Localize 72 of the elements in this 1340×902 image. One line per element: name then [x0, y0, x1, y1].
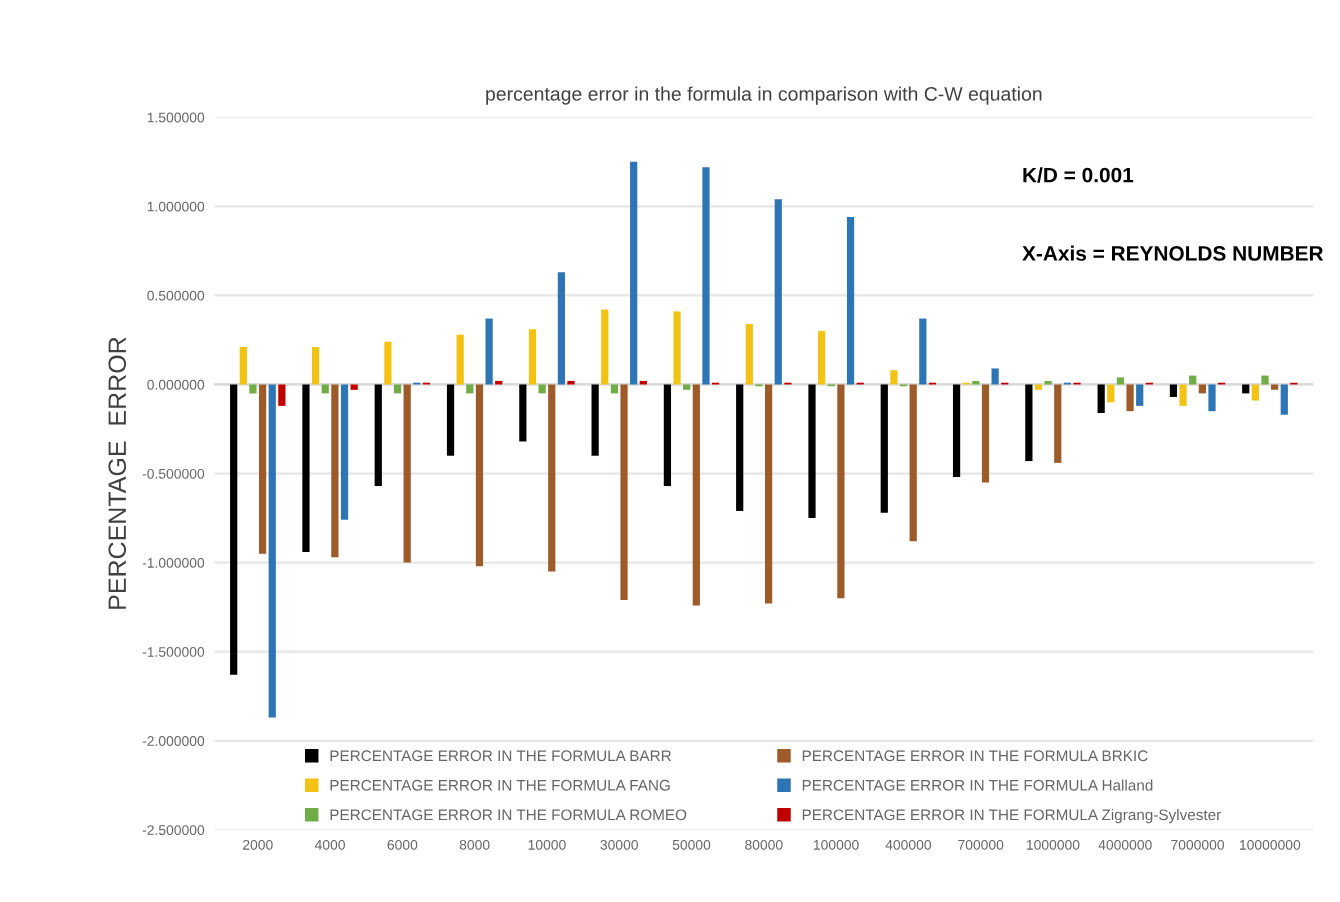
bar	[630, 161, 638, 385]
bar	[331, 384, 339, 558]
bar	[311, 347, 320, 385]
bar	[1126, 384, 1134, 412]
bar	[952, 384, 961, 478]
bar	[278, 384, 286, 406]
bar	[837, 384, 845, 599]
bar	[548, 384, 556, 572]
bar	[374, 384, 382, 487]
bar	[393, 384, 402, 394]
bar	[991, 368, 999, 385]
bar	[909, 384, 917, 542]
bar	[403, 384, 411, 563]
annotation: K/D = 0.001	[1023, 167, 1134, 183]
bar	[485, 318, 493, 385]
bar	[1242, 384, 1250, 394]
bar	[1280, 384, 1288, 415]
bar	[1251, 384, 1259, 401]
chart-title: percentage error in the formula in comparison with C-W equation	[486, 86, 1042, 105]
bar	[475, 384, 484, 567]
bar	[1136, 384, 1144, 406]
bar	[321, 384, 329, 394]
bar	[692, 384, 700, 606]
bar	[765, 384, 773, 604]
bar	[350, 384, 358, 390]
y-axis-title: PERCENTAGE ERROR	[108, 337, 127, 609]
bar	[818, 331, 826, 385]
bar	[1025, 384, 1033, 462]
bar	[591, 384, 599, 456]
bar	[340, 384, 349, 520]
bar	[745, 323, 753, 385]
bar	[1116, 377, 1125, 385]
bar	[774, 199, 782, 385]
bar	[919, 318, 927, 385]
bar	[230, 384, 238, 675]
bar	[239, 347, 247, 385]
bar	[519, 384, 527, 442]
bar	[1169, 384, 1178, 397]
bar	[1208, 384, 1216, 412]
bar	[384, 341, 392, 385]
bar	[1271, 384, 1279, 390]
annotation: X-Axis = REYNOLDS NUMBER	[1022, 245, 1324, 261]
bar	[702, 167, 710, 385]
bar	[1198, 384, 1206, 394]
bar	[268, 384, 276, 718]
bar	[528, 329, 537, 385]
bar	[981, 384, 990, 483]
bar	[601, 309, 609, 385]
bar	[890, 370, 898, 385]
bar	[673, 311, 681, 385]
bar	[1261, 375, 1269, 385]
bar	[249, 384, 257, 394]
bar	[663, 384, 672, 487]
bar	[557, 272, 565, 385]
bar	[258, 384, 267, 554]
bar	[808, 384, 816, 519]
bar	[1107, 384, 1115, 403]
bar	[466, 384, 474, 394]
bar	[1034, 384, 1043, 390]
bar	[880, 384, 888, 513]
bar	[456, 334, 464, 385]
bar	[538, 384, 546, 394]
bar	[846, 217, 855, 385]
bar	[620, 384, 628, 601]
bar	[302, 384, 310, 552]
bar	[1054, 384, 1062, 463]
bar	[1097, 384, 1105, 413]
bar	[1179, 384, 1187, 406]
bar	[683, 384, 691, 390]
bar	[736, 384, 744, 511]
bar	[446, 384, 455, 456]
bar	[610, 384, 619, 394]
